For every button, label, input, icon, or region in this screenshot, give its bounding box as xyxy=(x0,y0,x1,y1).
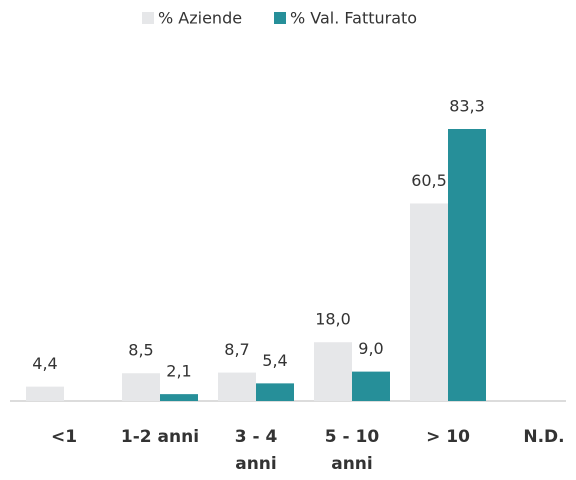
x-tick-label: N.D. xyxy=(523,427,565,447)
legend-label: % Val. Fatturato xyxy=(290,9,417,28)
x-tick-label: <1 xyxy=(50,427,78,447)
x-tick-label: 5 - 10 anni xyxy=(324,427,380,474)
value-label: 18,0 xyxy=(315,310,351,329)
bar xyxy=(448,129,486,401)
value-label: 9,0 xyxy=(358,339,383,358)
x-tick-label: 1-2 anni xyxy=(120,427,200,447)
legend-label: % Aziende xyxy=(158,9,242,28)
value-label: 4,4 xyxy=(32,354,57,373)
value-label: 2,1 xyxy=(166,362,191,381)
legend-swatch xyxy=(274,12,286,24)
value-label: 5,4 xyxy=(262,351,287,370)
x-tick-label: 3 - 4 anni xyxy=(234,427,278,474)
value-label: 8,5 xyxy=(128,341,153,360)
value-label: 60,5 xyxy=(411,171,447,190)
x-tick-label: > 10 xyxy=(426,427,470,447)
bar xyxy=(160,394,198,401)
bar xyxy=(122,373,160,401)
bar xyxy=(218,372,256,401)
value-label: 83,3 xyxy=(449,97,485,116)
bar xyxy=(410,203,448,401)
bar xyxy=(352,371,390,401)
bar xyxy=(26,386,64,401)
legend-swatch xyxy=(142,12,154,24)
value-label: 8,7 xyxy=(224,340,249,359)
bar xyxy=(314,342,352,401)
bar xyxy=(256,383,294,401)
